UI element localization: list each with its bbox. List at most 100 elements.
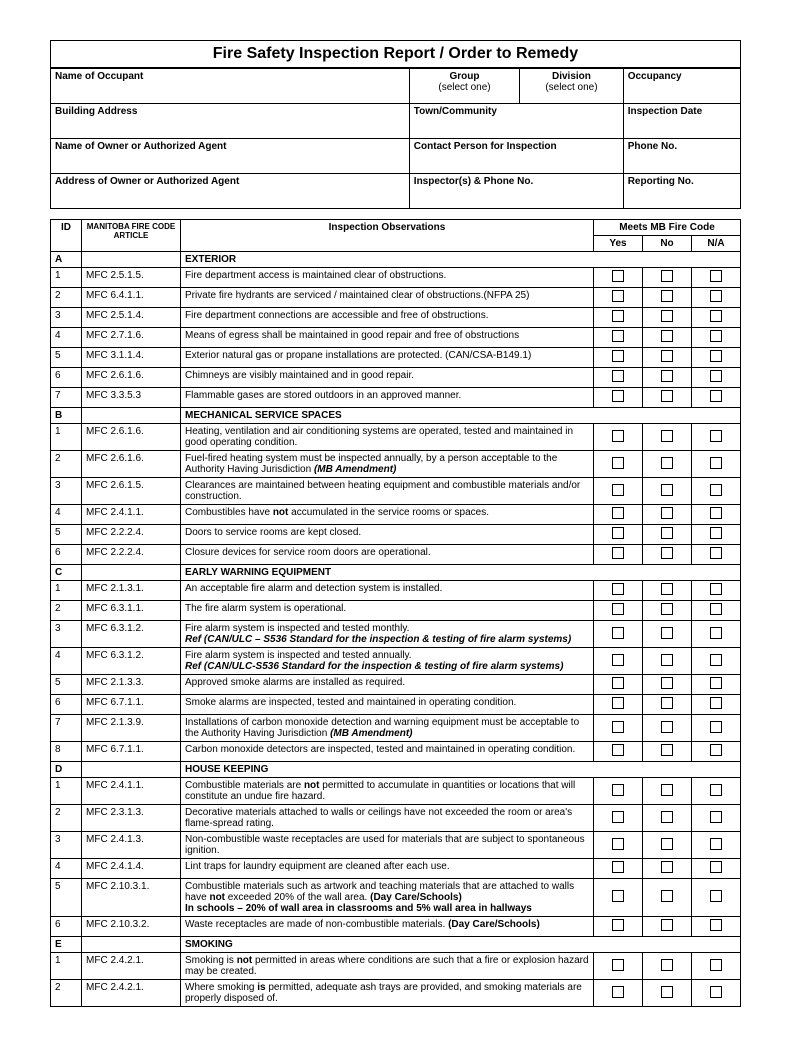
checkbox-na[interactable] (692, 478, 741, 505)
checkbox-na[interactable] (692, 348, 741, 368)
checkbox-na[interactable] (692, 675, 741, 695)
checkbox-na[interactable] (692, 805, 741, 832)
label-owner-address: Address of Owner or Authorized Agent (55, 176, 239, 187)
row-observation: Clearances are maintained between heatin… (181, 478, 594, 505)
checkbox-no[interactable] (643, 505, 692, 525)
checkbox-yes[interactable] (594, 601, 643, 621)
checkbox-yes[interactable] (594, 348, 643, 368)
checkbox-no[interactable] (643, 805, 692, 832)
checkbox-no[interactable] (643, 953, 692, 980)
checkbox-yes[interactable] (594, 742, 643, 762)
checkbox-na[interactable] (692, 695, 741, 715)
checkbox-yes[interactable] (594, 917, 643, 937)
checkbox-yes[interactable] (594, 288, 643, 308)
checkbox-yes[interactable] (594, 879, 643, 917)
checkbox-no[interactable] (643, 778, 692, 805)
checkbox-no[interactable] (643, 917, 692, 937)
checkbox-no[interactable] (643, 695, 692, 715)
checkbox-no[interactable] (643, 980, 692, 1007)
checkbox-na[interactable] (692, 451, 741, 478)
checkbox-no[interactable] (643, 348, 692, 368)
table-row: 1 MFC 2.5.1.5. Fire department access is… (51, 268, 741, 288)
checkbox-no[interactable] (643, 368, 692, 388)
checkbox-na[interactable] (692, 953, 741, 980)
checkbox-na[interactable] (692, 715, 741, 742)
checkbox-yes[interactable] (594, 328, 643, 348)
checkbox-na[interactable] (692, 601, 741, 621)
checkbox-yes[interactable] (594, 545, 643, 565)
table-row: 5 MFC 2.1.3.3. Approved smoke alarms are… (51, 675, 741, 695)
checkbox-no[interactable] (643, 288, 692, 308)
checkbox-yes[interactable] (594, 648, 643, 675)
checkbox-yes[interactable] (594, 388, 643, 408)
checkbox-no[interactable] (643, 859, 692, 879)
checkbox-yes[interactable] (594, 675, 643, 695)
checkbox-no[interactable] (643, 451, 692, 478)
checkbox-no[interactable] (643, 478, 692, 505)
checkbox-na[interactable] (692, 368, 741, 388)
checkbox-yes[interactable] (594, 308, 643, 328)
checkbox-na[interactable] (692, 778, 741, 805)
checkbox-yes[interactable] (594, 424, 643, 451)
checkbox-yes[interactable] (594, 621, 643, 648)
table-row: 5 MFC 2.10.3.1. Combustible materials su… (51, 879, 741, 917)
checkbox-yes[interactable] (594, 581, 643, 601)
checkbox-yes[interactable] (594, 268, 643, 288)
label-group-sub: (select one) (438, 82, 490, 93)
checkbox-no[interactable] (643, 648, 692, 675)
checkbox-no[interactable] (643, 328, 692, 348)
checkbox-yes[interactable] (594, 505, 643, 525)
checkbox-na[interactable] (692, 288, 741, 308)
checkbox-na[interactable] (692, 308, 741, 328)
checkbox-no[interactable] (643, 879, 692, 917)
checkbox-na[interactable] (692, 648, 741, 675)
row-code: MFC 6.7.1.1. (82, 695, 181, 715)
checkbox-na[interactable] (692, 505, 741, 525)
checkbox-na[interactable] (692, 917, 741, 937)
row-observation: Installations of carbon monoxide detecti… (181, 715, 594, 742)
checkbox-na[interactable] (692, 525, 741, 545)
checkbox-na[interactable] (692, 328, 741, 348)
checkbox-na[interactable] (692, 832, 741, 859)
checkbox-yes[interactable] (594, 368, 643, 388)
checkbox-yes[interactable] (594, 778, 643, 805)
checkbox-yes[interactable] (594, 859, 643, 879)
checkbox-na[interactable] (692, 581, 741, 601)
checkbox-yes[interactable] (594, 715, 643, 742)
checkbox-no[interactable] (643, 621, 692, 648)
checkbox-no[interactable] (643, 388, 692, 408)
checkbox-na[interactable] (692, 545, 741, 565)
checkbox-yes[interactable] (594, 478, 643, 505)
checkbox-no[interactable] (643, 715, 692, 742)
checkbox-no[interactable] (643, 525, 692, 545)
checkbox-na[interactable] (692, 268, 741, 288)
checkbox-na[interactable] (692, 424, 741, 451)
row-id: 6 (51, 917, 82, 937)
label-occupant: Name of Occupant (55, 71, 143, 82)
checkbox-no[interactable] (643, 601, 692, 621)
checkbox-yes[interactable] (594, 953, 643, 980)
checkbox-na[interactable] (692, 980, 741, 1007)
checkbox-yes[interactable] (594, 525, 643, 545)
checkbox-na[interactable] (692, 388, 741, 408)
row-code: MFC 2.6.1.6. (82, 451, 181, 478)
checkbox-na[interactable] (692, 742, 741, 762)
checkbox-no[interactable] (643, 545, 692, 565)
checkbox-no[interactable] (643, 268, 692, 288)
checkbox-yes[interactable] (594, 695, 643, 715)
checkbox-no[interactable] (643, 742, 692, 762)
checkbox-na[interactable] (692, 859, 741, 879)
checkbox-yes[interactable] (594, 451, 643, 478)
checkbox-yes[interactable] (594, 832, 643, 859)
checkbox-no[interactable] (643, 308, 692, 328)
checkbox-no[interactable] (643, 675, 692, 695)
checkbox-no[interactable] (643, 581, 692, 601)
checkbox-no[interactable] (643, 424, 692, 451)
checkbox-no[interactable] (643, 832, 692, 859)
row-code: MFC 6.4.1.1. (82, 288, 181, 308)
checkbox-yes[interactable] (594, 980, 643, 1007)
section-letter: C (51, 565, 82, 581)
checkbox-na[interactable] (692, 879, 741, 917)
checkbox-yes[interactable] (594, 805, 643, 832)
checkbox-na[interactable] (692, 621, 741, 648)
